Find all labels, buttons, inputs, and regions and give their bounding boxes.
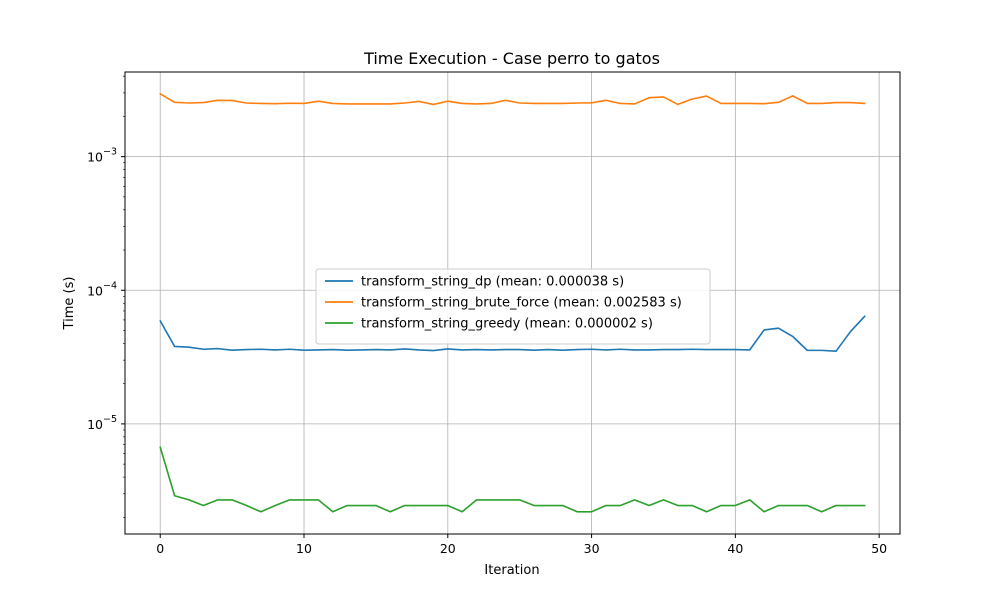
legend-label: transform_string_greedy (mean: 0.000002 … — [361, 317, 653, 332]
legend-label: transform_string_dp (mean: 0.000038 s) — [361, 275, 624, 290]
y-axis-label: Time (s) — [62, 277, 77, 331]
legend-label: transform_string_brute_force (mean: 0.00… — [361, 296, 682, 311]
chart-title: Time Execution - Case perro to gatos — [363, 49, 660, 68]
series-line-0 — [159, 315, 866, 353]
y-tick-label: 10−4 — [87, 280, 117, 298]
y-tick-label-exponent: −3 — [103, 147, 117, 158]
series-line-1 — [159, 93, 866, 106]
y-tick-label: 10−3 — [87, 147, 117, 165]
y-tick-label-base: 10 — [87, 150, 103, 165]
x-axis-label: Iteration — [484, 563, 539, 578]
y-tick-label-base: 10 — [87, 283, 103, 298]
x-tick-label: 0 — [156, 541, 164, 556]
grid — [125, 72, 900, 534]
x-tick-label: 10 — [296, 541, 312, 556]
y-tick-label: 10−5 — [87, 414, 117, 432]
x-tick-label: 20 — [440, 541, 456, 556]
legend-box — [315, 268, 711, 345]
y-tick-label-exponent: −5 — [103, 414, 117, 425]
legend: transform_string_dp (mean: 0.000038 s) tr… — [315, 268, 711, 345]
y-tick-label-base: 10 — [87, 417, 103, 432]
series-lines — [159, 93, 866, 513]
x-tick-label: 30 — [584, 541, 600, 556]
x-tick-label: 40 — [727, 541, 743, 556]
y-tick-label-exponent: −4 — [103, 280, 117, 291]
series-line-2 — [159, 446, 866, 513]
x-tick-label: 50 — [871, 541, 887, 556]
